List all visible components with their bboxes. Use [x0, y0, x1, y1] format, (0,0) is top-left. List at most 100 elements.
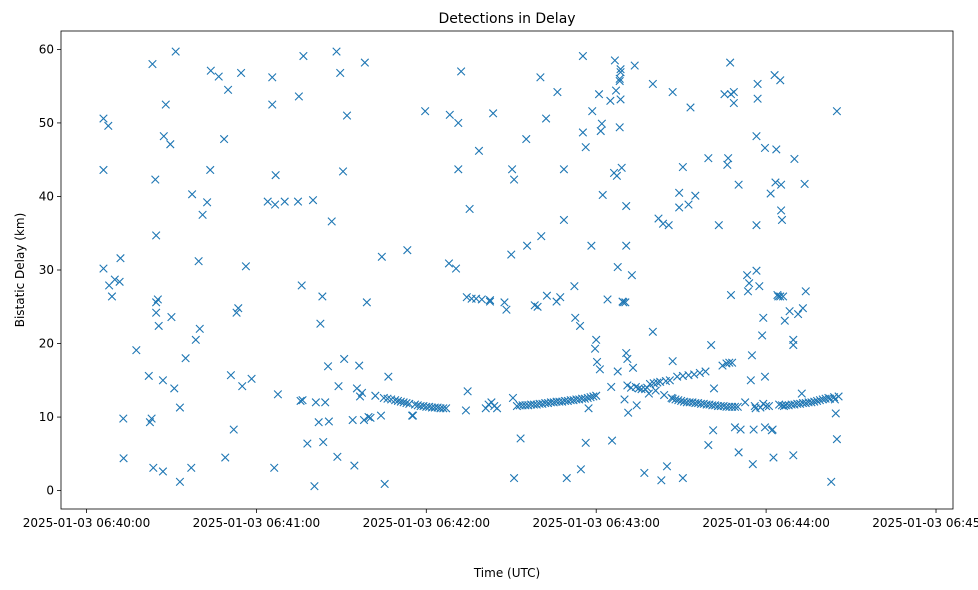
data-point	[297, 281, 306, 290]
data-point	[613, 367, 622, 376]
data-point	[268, 73, 277, 82]
data-point	[187, 463, 196, 473]
x-tick-label: 2025-01-03 06:45:00	[872, 516, 978, 530]
data-point	[206, 66, 215, 75]
data-point	[623, 381, 632, 390]
data-point	[740, 398, 750, 407]
data-point	[268, 100, 277, 109]
data-point	[664, 220, 673, 230]
data-point	[463, 387, 472, 396]
data-point	[507, 250, 516, 259]
data-point	[616, 65, 625, 74]
data-point	[485, 297, 495, 306]
data-point	[771, 178, 780, 187]
data-point	[171, 47, 180, 56]
data-point	[632, 401, 641, 410]
data-point	[668, 394, 677, 403]
x-tick-label: 2025-01-03 06:43:00	[532, 516, 659, 530]
data-point	[533, 302, 542, 311]
data-point	[161, 100, 170, 109]
data-point	[334, 382, 343, 391]
data-point	[158, 467, 168, 476]
data-point	[612, 171, 622, 181]
data-point	[410, 400, 420, 409]
data-point	[668, 356, 677, 366]
data-point	[151, 308, 161, 317]
plot-area	[60, 30, 954, 510]
data-point	[474, 146, 484, 156]
data-point	[603, 295, 612, 304]
data-point	[542, 291, 552, 300]
data-point	[451, 264, 461, 273]
data-point	[500, 298, 509, 307]
data-point	[191, 335, 200, 345]
data-point	[314, 418, 323, 427]
data-point	[592, 357, 602, 367]
x-axis-label: Time (UTC)	[473, 566, 540, 580]
data-point	[508, 393, 518, 403]
data-point	[760, 423, 770, 432]
data-point	[536, 73, 545, 82]
data-point	[321, 398, 330, 407]
data-point	[665, 376, 675, 385]
data-point	[294, 92, 304, 101]
data-point	[798, 304, 808, 313]
data-point	[153, 295, 163, 304]
y-tick-label: 50	[39, 116, 54, 130]
data-point	[195, 324, 204, 334]
data-point	[584, 404, 593, 413]
data-point	[760, 372, 770, 381]
data-point	[159, 131, 168, 141]
y-tick-label: 10	[39, 410, 54, 424]
data-point	[570, 281, 579, 291]
data-point	[725, 58, 735, 67]
data-point	[298, 395, 307, 405]
data-point	[280, 197, 289, 206]
data-point	[588, 106, 597, 116]
data-point	[303, 439, 312, 448]
data-point	[610, 56, 620, 65]
data-point	[107, 292, 117, 301]
data-point	[462, 293, 471, 302]
data-point	[580, 394, 590, 403]
data-point	[596, 126, 605, 136]
data-point	[575, 321, 585, 331]
data-point	[293, 197, 303, 206]
data-point	[720, 90, 729, 99]
data-point	[753, 94, 762, 103]
data-point	[686, 103, 695, 112]
data-point	[708, 426, 718, 435]
y-axis-label: Bistatic Delay (km)	[13, 213, 27, 328]
data-point	[725, 358, 734, 367]
data-point	[730, 423, 740, 432]
data-point	[336, 68, 345, 78]
data-point	[158, 376, 168, 385]
data-point	[778, 292, 788, 301]
data-point	[801, 287, 810, 296]
data-point	[776, 180, 786, 189]
data-point	[376, 411, 386, 420]
data-point	[308, 195, 318, 205]
data-point	[684, 200, 693, 209]
data-point	[332, 47, 341, 56]
data-point	[595, 365, 605, 374]
x-axis: 2025-01-03 06:40:00 2025-01-03 06:41:00 20…	[23, 509, 978, 530]
data-point	[366, 413, 375, 423]
data-point	[509, 473, 519, 483]
data-point	[167, 312, 176, 322]
data-point	[198, 210, 207, 220]
data-point	[718, 361, 727, 370]
data-point	[522, 241, 532, 250]
data-point	[640, 468, 649, 478]
data-point	[606, 96, 615, 106]
data-point	[559, 165, 569, 174]
data-point	[311, 398, 321, 407]
data-point	[729, 87, 739, 97]
data-point	[789, 340, 798, 350]
data-point	[818, 395, 827, 404]
y-tick-label: 0	[46, 484, 54, 498]
data-point	[364, 412, 373, 422]
data-point	[607, 382, 616, 392]
data-point	[621, 298, 630, 307]
data-point	[743, 287, 753, 296]
